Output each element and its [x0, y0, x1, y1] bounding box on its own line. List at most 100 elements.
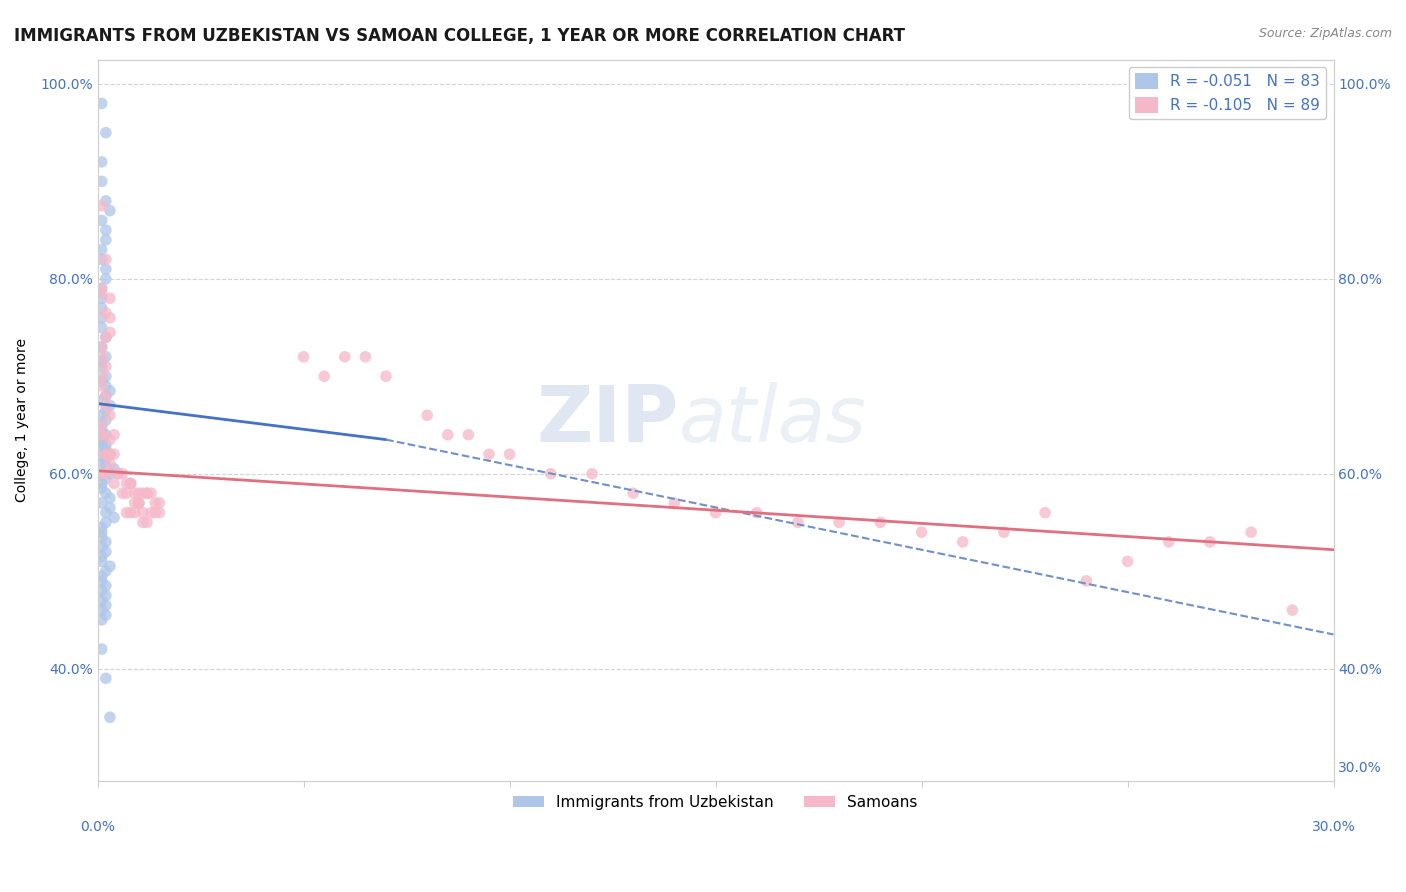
Point	[98, 447, 121, 461]
Point	[90, 481, 112, 495]
Point	[90, 282, 112, 296]
Point	[1076, 574, 1098, 588]
Point	[103, 476, 125, 491]
Point	[292, 350, 315, 364]
Point	[136, 486, 159, 500]
Point	[745, 506, 768, 520]
Point	[90, 525, 112, 540]
Point	[98, 447, 121, 461]
Point	[128, 496, 150, 510]
Point	[148, 506, 170, 520]
Point	[94, 350, 117, 364]
Point	[94, 599, 117, 613]
Point	[90, 435, 112, 450]
Point	[90, 155, 112, 169]
Point	[90, 340, 112, 354]
Text: 30.0%: 30.0%	[1312, 821, 1355, 834]
Point	[124, 506, 146, 520]
Point	[90, 439, 112, 453]
Point	[90, 574, 112, 588]
Point	[136, 516, 159, 530]
Point	[94, 413, 117, 427]
Point	[90, 520, 112, 534]
Point	[94, 589, 117, 603]
Point	[457, 427, 479, 442]
Point	[90, 593, 112, 607]
Point	[704, 506, 727, 520]
Point	[90, 409, 112, 423]
Point	[90, 423, 112, 437]
Point	[540, 467, 562, 481]
Point	[98, 310, 121, 325]
Point	[94, 379, 117, 393]
Point	[90, 433, 112, 447]
Point	[94, 458, 117, 473]
Point	[1033, 506, 1056, 520]
Legend: Immigrants from Uzbekistan, Samoans: Immigrants from Uzbekistan, Samoans	[508, 789, 924, 816]
Point	[90, 613, 112, 627]
Point	[98, 399, 121, 413]
Point	[103, 447, 125, 461]
Point	[94, 447, 117, 461]
Point	[664, 496, 686, 510]
Point	[98, 500, 121, 515]
Point	[141, 506, 163, 520]
Point	[128, 496, 150, 510]
Point	[128, 496, 150, 510]
Point	[107, 467, 129, 481]
Point	[94, 579, 117, 593]
Point	[115, 506, 138, 520]
Point	[94, 535, 117, 549]
Point	[94, 671, 117, 685]
Point	[621, 486, 644, 500]
Point	[90, 393, 112, 408]
Point	[90, 642, 112, 657]
Point	[94, 389, 117, 403]
Point	[314, 369, 336, 384]
Point	[107, 467, 129, 481]
Text: atlas: atlas	[679, 382, 866, 458]
Text: 0.0%: 0.0%	[80, 821, 115, 834]
Point	[90, 199, 112, 213]
Point	[1157, 535, 1180, 549]
Point	[436, 427, 458, 442]
Point	[94, 126, 117, 140]
Point	[94, 359, 117, 374]
Point	[90, 427, 112, 442]
Point	[94, 233, 117, 247]
Point	[94, 262, 117, 277]
Point	[90, 243, 112, 257]
Point	[993, 525, 1015, 540]
Point	[90, 310, 112, 325]
Point	[94, 330, 117, 344]
Point	[90, 603, 112, 617]
Point	[90, 430, 112, 444]
Point	[90, 540, 112, 554]
Point	[120, 476, 142, 491]
Point	[94, 452, 117, 467]
Point	[90, 174, 112, 188]
Point	[952, 535, 974, 549]
Point	[90, 417, 112, 432]
Point	[94, 437, 117, 451]
Point	[103, 427, 125, 442]
Point	[94, 223, 117, 237]
Point	[90, 301, 112, 315]
Point	[498, 447, 520, 461]
Point	[94, 252, 117, 267]
Point	[90, 369, 112, 384]
Point	[103, 462, 125, 476]
Point	[94, 306, 117, 320]
Point	[869, 516, 891, 530]
Point	[90, 530, 112, 544]
Point	[90, 252, 112, 267]
Point	[115, 476, 138, 491]
Point	[478, 447, 501, 461]
Point	[132, 486, 155, 500]
Point	[111, 467, 134, 481]
Point	[148, 496, 170, 510]
Point	[98, 433, 121, 447]
Point	[124, 486, 146, 500]
Point	[98, 491, 121, 505]
Point	[354, 350, 377, 364]
